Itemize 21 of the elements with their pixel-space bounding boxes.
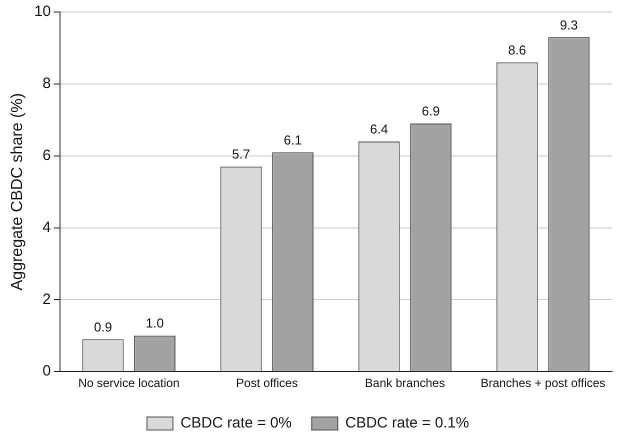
x-tick-label: Post offices xyxy=(236,376,298,390)
y-axis-title: Aggregate CBDC share (%) xyxy=(9,93,26,291)
data-label: 6.1 xyxy=(284,132,302,148)
legend-label: CBDC rate = 0.1% xyxy=(345,414,470,432)
data-label: 8.6 xyxy=(508,42,526,58)
y-tick-label: 6 xyxy=(42,146,51,164)
data-label: 6.9 xyxy=(422,104,440,119)
data-label: 9.3 xyxy=(560,17,578,32)
data-label: 0.9 xyxy=(94,319,112,334)
data-label: 5.7 xyxy=(232,146,250,162)
data-label: 6.4 xyxy=(370,122,388,137)
y-tick-label: 10 xyxy=(34,3,51,20)
x-tick-label: Bank branches xyxy=(364,376,445,390)
x-tick-label: No service location xyxy=(78,376,180,390)
y-tick-label: 4 xyxy=(42,218,51,236)
data-label: 1.0 xyxy=(146,316,164,331)
legend-label: CBDC rate = 0% xyxy=(180,414,292,432)
x-tick-label: Branches + post offices xyxy=(480,376,606,390)
y-tick-label: 0 xyxy=(42,362,51,380)
y-tick-label: 2 xyxy=(42,290,51,308)
y-tick-label: 8 xyxy=(42,75,51,92)
